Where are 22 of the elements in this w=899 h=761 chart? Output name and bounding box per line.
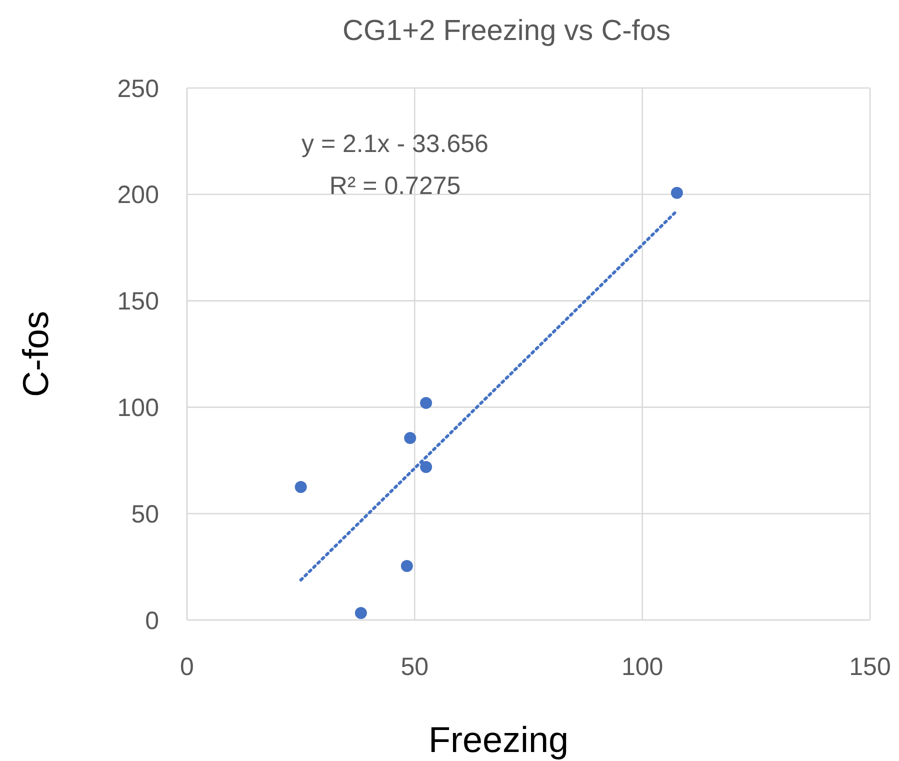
point: [420, 396, 432, 409]
point: [670, 186, 683, 199]
annotation: y = 2.1x - 33.656: [302, 130, 488, 158]
point: [354, 606, 367, 619]
point: [294, 481, 307, 493]
point: [400, 560, 413, 572]
chart-title: CG1+2 Freezing vs C-fos: [342, 15, 670, 47]
y-tick-label: 200: [117, 181, 159, 210]
x-tick-label: 100: [621, 653, 664, 681]
point: [404, 432, 416, 444]
annotation: R² = 0.7275: [329, 172, 461, 200]
point: [420, 460, 432, 473]
x-axis-title: Freezing: [428, 719, 569, 760]
y-tick-label: 50: [131, 500, 159, 528]
y-tick-label: 0: [145, 606, 159, 635]
y-tick-label: 250: [117, 74, 159, 103]
x-tick-label: 0: [180, 653, 194, 681]
y-tick-label: 100: [117, 394, 159, 422]
x-tick-label: 50: [400, 653, 429, 681]
y-tick-label: 150: [117, 288, 159, 316]
x-tick-label: 150: [849, 653, 891, 681]
y-axis-title: C-fos: [15, 310, 56, 398]
